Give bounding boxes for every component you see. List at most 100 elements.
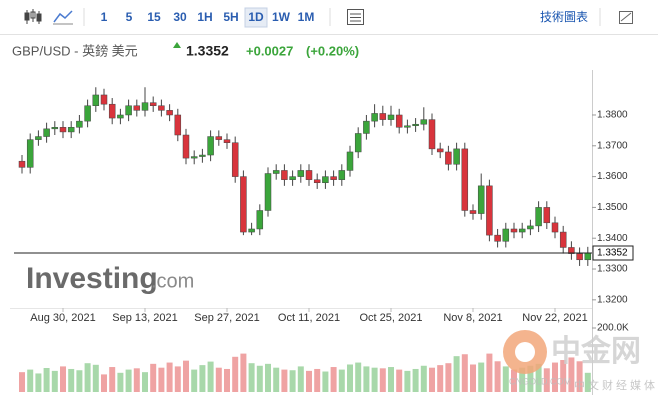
volume-bar <box>215 367 222 392</box>
volume-bar <box>470 364 476 392</box>
interval-button[interactable]: 1 <box>101 10 108 24</box>
volume-bar <box>92 364 99 392</box>
interval-button[interactable]: 5 <box>126 10 133 24</box>
candle-body <box>395 114 403 128</box>
candle-body <box>363 120 370 134</box>
candle-body <box>289 176 296 180</box>
interval-button[interactable]: 1W <box>272 10 291 24</box>
x-tick-label: Oct 11, 2021 <box>278 312 340 324</box>
interval-button[interactable]: 1D <box>248 10 264 24</box>
candle-body <box>387 114 395 120</box>
volume-bar <box>199 365 206 392</box>
candle-body <box>231 142 239 177</box>
settings-icon[interactable] <box>347 9 364 25</box>
tech-chart-link[interactable]: 技術圖表 <box>540 10 588 24</box>
candle-body <box>313 179 321 184</box>
toolbar: 1 5 15 30 1H 5H 1D 1W 1M 技術圖表 <box>0 7 658 35</box>
candle-body <box>297 170 305 177</box>
y-tick-label: 1.3800 <box>597 110 628 121</box>
volume-bar <box>347 364 353 392</box>
volume-bar <box>396 369 403 392</box>
candle-body <box>264 173 272 211</box>
candle-body <box>346 151 354 171</box>
volume-bar <box>207 361 214 392</box>
volume-bar <box>101 374 107 392</box>
volume-bar <box>273 367 280 392</box>
volume-bar <box>535 363 542 392</box>
volume-bar <box>486 353 493 392</box>
logo-suffix: .com <box>151 270 194 292</box>
volume-bar <box>150 363 157 392</box>
volume-bar <box>306 370 312 392</box>
volume-bar <box>109 367 116 392</box>
x-tick-label: Nov 8, 2021 <box>443 312 502 324</box>
candle-body <box>67 127 75 133</box>
candle-body <box>453 148 460 165</box>
volume-bar <box>420 365 427 392</box>
volume-bar <box>19 372 25 392</box>
volume-bar <box>60 366 66 392</box>
plot: 1.3800 1.3700 1.3600 1.3500 1.3400 1.3300 1.32… <box>14 87 634 392</box>
volume-bar <box>379 368 386 392</box>
candle-body <box>43 128 50 137</box>
candle-body <box>371 113 378 122</box>
candle-body <box>576 253 583 261</box>
candle-body <box>158 105 165 111</box>
y-tick-label: 1.3600 <box>597 171 628 182</box>
candle-body <box>551 222 559 233</box>
header-change-pct: (+0.20%) <box>306 43 359 58</box>
volume-bar <box>248 363 255 392</box>
candle-body <box>108 103 116 119</box>
volume-bar <box>330 367 337 392</box>
volume-bar <box>281 369 288 392</box>
volume-bar <box>371 367 378 392</box>
volume-bar <box>519 367 526 392</box>
candle-body <box>18 160 26 168</box>
candle-body <box>486 185 493 236</box>
volume-bar <box>142 372 148 392</box>
volume-bar <box>453 356 460 392</box>
candle-body <box>100 94 108 105</box>
candle-body <box>272 170 280 174</box>
candle-icon[interactable] <box>24 9 42 24</box>
candle-body <box>404 125 411 128</box>
volume-bar <box>240 353 247 392</box>
x-tick-label: Nov 22, 2021 <box>522 312 587 324</box>
expand-icon[interactable] <box>619 11 633 24</box>
volume-bar <box>502 366 509 392</box>
volume-bar <box>314 368 321 392</box>
candle-body <box>461 148 469 211</box>
volume-bar <box>478 362 485 392</box>
candle-body <box>436 148 444 153</box>
watermark-site: CNGOLD.COM <box>509 376 571 386</box>
volume-bar <box>355 362 362 392</box>
candle-body <box>223 139 231 143</box>
y-tick-label: 1.3200 <box>597 294 628 305</box>
y-tick-label: 1.3700 <box>597 140 628 151</box>
x-tick-label: Aug 30, 2021 <box>30 312 95 324</box>
line-icon[interactable] <box>53 10 73 25</box>
y-tick-label: 1.3300 <box>597 264 628 275</box>
candle-body <box>412 123 419 127</box>
candle-body <box>494 234 501 242</box>
interval-button[interactable]: 30 <box>173 10 187 24</box>
up-arrow <box>173 42 181 48</box>
interval-button[interactable]: 1M <box>298 10 315 24</box>
volume-bar <box>445 363 452 392</box>
volume-bar <box>363 366 370 392</box>
interval-button[interactable]: 1H <box>197 10 212 24</box>
volume-bar <box>27 369 34 392</box>
interval-button[interactable]: 15 <box>147 10 161 24</box>
candle-body <box>338 170 346 180</box>
candle-body <box>35 136 42 140</box>
volume-bar <box>388 367 394 392</box>
candle-body <box>166 110 173 116</box>
volume-bar <box>322 371 329 392</box>
watermark-tagline: 中文财经媒体 <box>574 378 658 392</box>
candle-body <box>428 119 436 150</box>
interval-button[interactable]: 5H <box>223 10 238 24</box>
volume-bar <box>543 368 550 392</box>
volume-bar <box>511 369 517 392</box>
interval-active-bg <box>244 7 268 28</box>
